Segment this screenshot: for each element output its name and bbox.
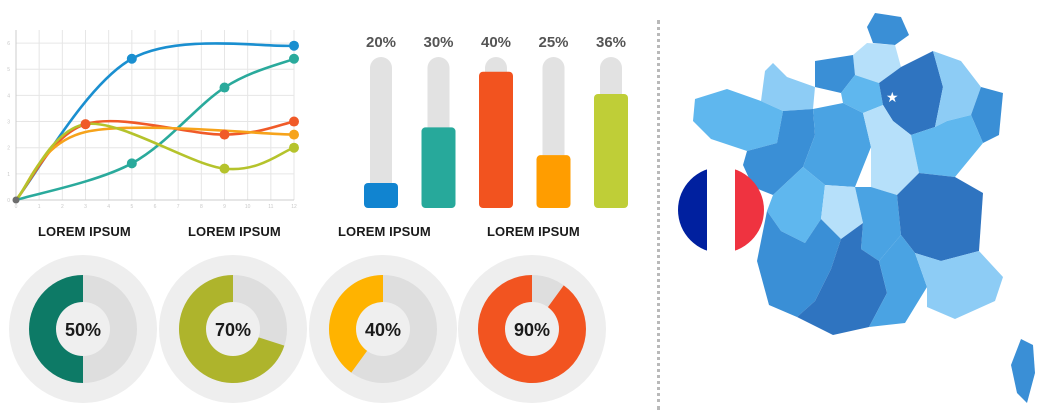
line-point: [219, 82, 230, 93]
bar: [421, 127, 456, 208]
donut-chart-2: 70%: [159, 255, 307, 403]
caption-1: LOREM IPSUM: [38, 224, 131, 239]
french-flag-icon: [678, 167, 764, 253]
donut-slice: [329, 275, 383, 373]
x-tick-label: 2: [61, 204, 64, 210]
donut-hole: [56, 302, 110, 356]
bar-value-label: 36%: [596, 34, 626, 51]
x-tick-label: 10: [245, 204, 251, 210]
line-series-5: [14, 122, 296, 202]
donut-value-label: 90%: [514, 320, 550, 340]
dotted-divider: [657, 20, 660, 410]
donut-value-label: 40%: [365, 320, 401, 340]
bar: [594, 93, 628, 208]
y-tick-label: 5: [7, 67, 10, 73]
x-tick-label: 7: [177, 204, 180, 210]
line-point: [289, 142, 299, 153]
bar-value-label: 20%: [366, 34, 396, 51]
bar: [479, 71, 513, 208]
y-tick-label: 2: [7, 146, 10, 152]
line-point: [289, 129, 299, 140]
line-point: [126, 158, 137, 169]
x-tick-label: 4: [107, 204, 110, 210]
donut-chart-4: 90%: [458, 255, 606, 403]
line-point: [219, 129, 230, 140]
y-tick-label: 6: [7, 41, 10, 47]
line-point: [80, 119, 91, 130]
donut-hole: [206, 302, 260, 356]
donut-chart-1: 50%: [9, 255, 157, 403]
donut-hole: [505, 302, 559, 356]
x-tick-label: 6: [154, 204, 157, 210]
x-tick-label: 3: [84, 204, 87, 210]
bar-chart: 20% 30% 40% 25% 36%: [364, 34, 628, 208]
y-tick-label: 0: [7, 198, 10, 204]
line-chart-grid: [15, 30, 295, 201]
donut-chart-3: 40%: [309, 255, 457, 403]
bar-value-label: 30%: [423, 34, 453, 51]
line-chart-y-ticks: 0 1 2 3 4 5 6: [7, 41, 10, 204]
line-chart-points: [12, 40, 299, 204]
bar: [536, 155, 571, 208]
bar-chart-labels: 20% 30% 40% 25% 36%: [366, 34, 626, 51]
line-chart-x-ticks: 0 1 2 3 4 5 6 7 8 9 10 11 12: [15, 204, 297, 210]
caption-4: LOREM IPSUM: [487, 224, 580, 239]
bar-track: [370, 57, 392, 208]
donut-hole: [356, 302, 410, 356]
y-tick-label: 3: [7, 120, 10, 126]
line-point: [219, 163, 230, 174]
origin-point: [12, 196, 20, 204]
x-tick-label: 5: [130, 204, 133, 210]
donut-value-label: 50%: [65, 320, 101, 340]
bar-value-label: 25%: [538, 34, 568, 51]
map-regions: ★: [693, 13, 1035, 403]
y-tick-label: 1: [7, 172, 10, 178]
france-map-icon: ★: [678, 13, 1035, 403]
x-tick-label: 11: [268, 204, 273, 210]
line-point: [289, 40, 299, 51]
donut-value-label: 70%: [215, 320, 251, 340]
caption-2: LOREM IPSUM: [188, 224, 281, 239]
x-tick-label: 1: [38, 204, 41, 210]
bar: [364, 183, 398, 208]
paris-star-icon: ★: [886, 89, 899, 105]
line-point: [289, 53, 299, 64]
y-tick-label: 4: [7, 93, 10, 99]
x-tick-label: 8: [200, 204, 203, 210]
caption-3: LOREM IPSUM: [338, 224, 431, 239]
bar-value-label: 40%: [481, 34, 511, 51]
line-chart-series: [14, 42, 296, 202]
x-tick-label: 9: [223, 204, 226, 210]
line-series-2: [14, 57, 296, 202]
bar-chart-bars: [364, 71, 628, 208]
line-point: [126, 53, 137, 64]
x-tick-label: 0: [15, 204, 18, 210]
line-point: [289, 116, 299, 127]
x-tick-label: 12: [291, 204, 297, 210]
